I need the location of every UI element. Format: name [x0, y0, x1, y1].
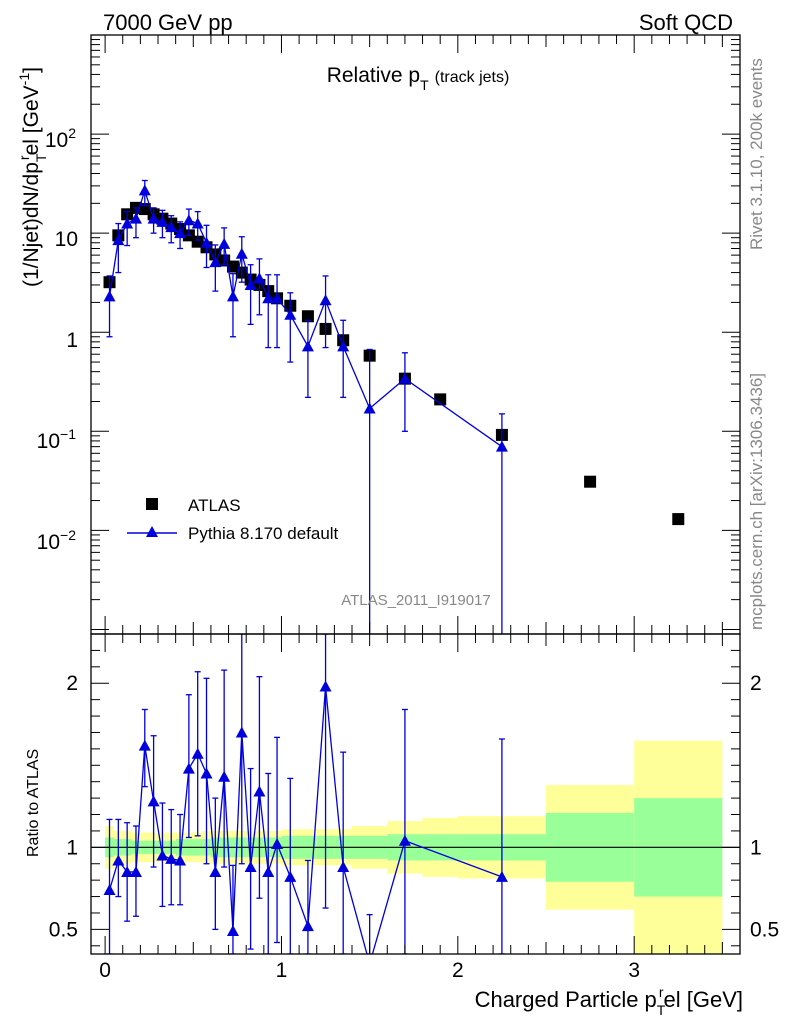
legend: ATLAS Pythia 8.170 default	[127, 496, 339, 543]
atlas-data-point	[672, 513, 684, 525]
ratio-data-point	[227, 925, 239, 936]
legend-atlas-label: ATLAS	[188, 496, 241, 515]
ratio-data-point	[236, 726, 248, 737]
legend-atlas-marker	[146, 498, 158, 510]
xaxis-label-tail: el [GeV]	[664, 987, 743, 1012]
main-ylabel-end: ]	[20, 67, 43, 73]
ytick-label-01-exp: −1	[60, 426, 76, 442]
ytick-label-10: 10	[55, 228, 78, 251]
main-frame	[91, 35, 740, 634]
ytick-label-100-base: 10	[45, 129, 68, 152]
ytick-label-1: 1	[66, 329, 78, 352]
ytick-label-001-exp: −2	[60, 527, 76, 543]
ratio-ytick-label-right: 1	[750, 836, 762, 859]
chart-figure: 7000 GeV pp Soft QCD Rivet 3.1.10, 200k …	[0, 0, 786, 1024]
ratio-data-point	[302, 920, 314, 931]
pythia-data-point	[104, 290, 116, 301]
ratio-data-point	[262, 866, 274, 877]
pythia-data-point	[183, 214, 195, 225]
ratio-data-point	[183, 763, 195, 774]
xtick-label: 2	[452, 959, 464, 982]
pythia-data-point	[218, 238, 230, 249]
ratio-data-point	[284, 871, 296, 882]
ytick-label-001-base: 10	[37, 531, 60, 554]
xaxis-label-main: Charged Particle p	[475, 987, 657, 1012]
analysis-watermark: ATLAS_2011_I919017	[341, 592, 491, 609]
ratio-panel: 0.5 0.5 1 1 2 2 0 1 2 3 Ratio to ATLAS Charged Pa…	[25, 634, 779, 1018]
ratio-ytick-label: 2	[66, 672, 78, 695]
ratio-data-point	[320, 681, 332, 692]
ratio-data-point	[192, 748, 204, 759]
header-left-label: 7000 GeV pp	[103, 10, 233, 35]
pythia-data-point	[302, 340, 314, 351]
main-panel: Relative pT (track jets) (1/Njet)dN/dpTre…	[16, 35, 740, 634]
main-ylabel-tail: el [GeV	[20, 85, 43, 155]
ratio-ytick-label-right: 0.5	[750, 918, 779, 941]
main-title: Relative pT (track jets)	[327, 64, 510, 93]
xtick-label: 0	[99, 959, 111, 982]
main-series-layer	[104, 180, 685, 634]
main-ylabel-tail-sup: -1	[16, 73, 32, 86]
main-ylabel-main: (1/Njet)dN/dp	[20, 162, 43, 287]
ratio-data-point	[209, 866, 221, 877]
main-title-main: Relative p	[327, 64, 420, 87]
xaxis-label: Charged Particle pTrel [GeV]	[475, 984, 743, 1018]
rivet-label: Rivet 3.1.10, 200k events	[747, 58, 766, 250]
pythia-data-point	[496, 441, 508, 452]
xtick-label: 1	[276, 959, 288, 982]
ytick-label-01: 10−1	[37, 426, 77, 453]
ratio-data-point	[364, 958, 376, 969]
main-title-note: (track jets)	[435, 69, 510, 86]
xtick-label: 3	[628, 959, 640, 982]
ratio-data-point	[201, 767, 213, 778]
pythia-data-point	[139, 184, 151, 195]
pythia-data-point	[320, 294, 332, 305]
ratio-data-point	[139, 740, 151, 751]
ratio-data-point	[218, 771, 230, 782]
ytick-label-001: 10−2	[37, 527, 77, 554]
pythia-data-point	[227, 290, 239, 301]
main-title-sub: T	[420, 77, 429, 93]
legend-mc-label: Pythia 8.170 default	[188, 524, 339, 543]
header-right-label: Soft QCD	[639, 10, 733, 35]
main-ticks	[91, 35, 740, 634]
ratio-series-layer	[104, 634, 508, 969]
mcplots-label: mcplots.cern.ch [arXiv:1306.3436]	[747, 373, 766, 630]
ratio-data-point	[148, 795, 160, 806]
ratio-ytick-label-right: 2	[750, 672, 762, 695]
main-ylabel: (1/Njet)dN/dpTrel [GeV-1]	[16, 67, 49, 287]
ratio-series-group	[104, 634, 508, 969]
atlas-data-point	[584, 476, 596, 488]
ratio-ytick-label: 1	[66, 836, 78, 859]
pythia-data-point	[236, 248, 248, 259]
ratio-data-point	[104, 884, 116, 895]
ytick-label-01-base: 10	[37, 430, 60, 453]
ytick-label-100-exp: 2	[68, 125, 76, 141]
ratio-ytick-label: 0.5	[49, 918, 78, 941]
ytick-label-100: 102	[45, 125, 76, 152]
ratio-data-point	[253, 786, 265, 797]
ratio-ylabel: Ratio to ATLAS	[25, 749, 42, 857]
legend-mc-marker	[146, 526, 158, 537]
